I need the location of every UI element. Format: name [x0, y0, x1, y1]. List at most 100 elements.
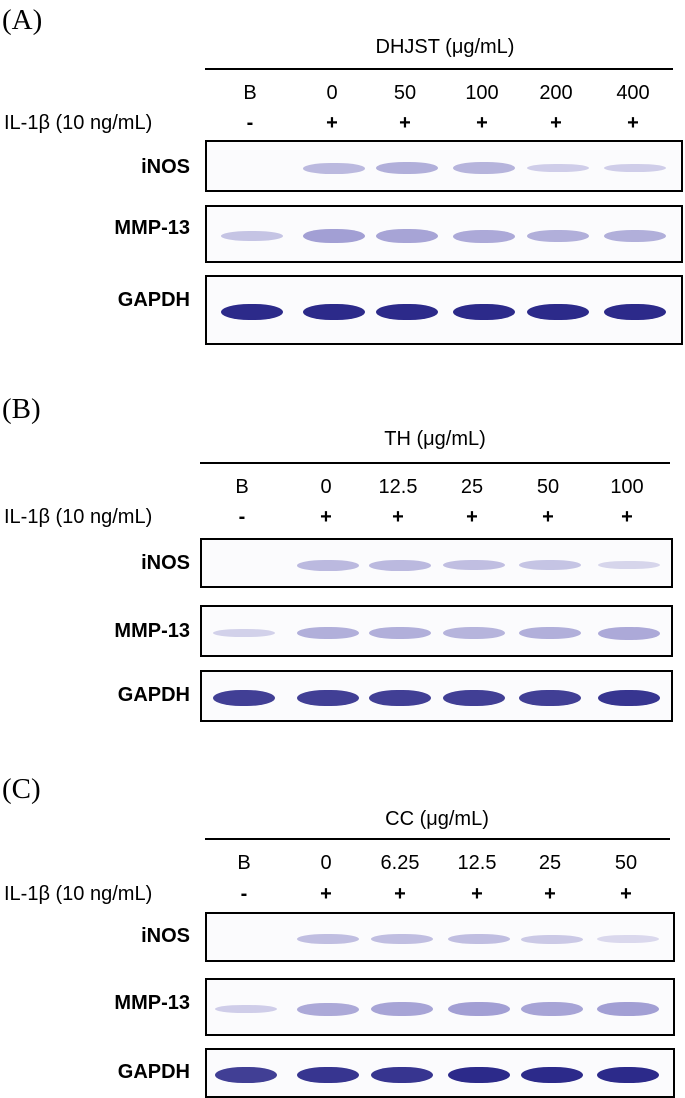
band — [376, 162, 438, 174]
blot-gapdh — [205, 1048, 675, 1098]
blot-label-mmp-13: MMP-13 — [114, 217, 190, 239]
treatment-line — [205, 68, 673, 70]
band — [527, 164, 589, 172]
blot-label-gapdh: GAPDH — [117, 684, 190, 706]
il-sign: + — [320, 883, 332, 905]
band — [297, 1067, 359, 1083]
band — [303, 304, 365, 320]
band — [369, 560, 431, 571]
il-sign: + — [394, 883, 406, 905]
blot-label-inos: iNOS — [141, 552, 190, 574]
treatment-line — [200, 462, 670, 464]
band — [303, 163, 365, 174]
blot-inos — [205, 140, 683, 192]
band — [527, 304, 589, 320]
band — [519, 627, 581, 639]
band — [297, 1003, 359, 1016]
il-sign: + — [476, 112, 488, 134]
blot-gapdh — [200, 670, 673, 722]
blot-mmp-13 — [205, 205, 683, 263]
blot-mmp-13 — [205, 978, 675, 1036]
band — [215, 1067, 277, 1083]
il-sign: + — [550, 112, 562, 134]
il-sign: + — [326, 112, 338, 134]
band — [448, 934, 510, 944]
band — [369, 690, 431, 706]
dose-label: B — [237, 852, 251, 874]
blot-label-inos: iNOS — [141, 925, 190, 947]
band — [371, 1002, 433, 1016]
band — [597, 1067, 659, 1083]
il-sign: + — [620, 883, 632, 905]
band — [297, 690, 359, 706]
band — [521, 935, 583, 944]
band — [598, 561, 660, 569]
dose-label: B — [243, 82, 257, 104]
il-sign: + — [399, 112, 411, 134]
dose-label: 100 — [465, 82, 499, 104]
band — [604, 230, 666, 242]
band — [443, 627, 505, 639]
band — [221, 231, 283, 241]
dose-label: 50 — [536, 476, 560, 498]
band — [303, 229, 365, 243]
dose-label: 200 — [539, 82, 573, 104]
band — [604, 164, 666, 172]
il-1b-label: IL-1β (10 ng/mL) — [4, 112, 153, 134]
dose-label: 0 — [320, 852, 332, 874]
dose-label: 25 — [538, 852, 562, 874]
band — [598, 690, 660, 706]
band — [221, 304, 283, 320]
dose-label: 50 — [393, 82, 417, 104]
dose-label: B — [235, 476, 249, 498]
band — [376, 304, 438, 320]
blot-label-gapdh: GAPDH — [117, 1061, 190, 1083]
band — [297, 627, 359, 639]
band — [519, 690, 581, 706]
blot-label-gapdh: GAPDH — [117, 289, 190, 311]
panel-label: (B) — [2, 393, 41, 425]
blot-gapdh — [205, 275, 683, 345]
dose-label: 25 — [460, 476, 484, 498]
treatment-title: CC (μg/mL) — [385, 808, 489, 830]
band — [527, 230, 589, 242]
treatment-title: DHJST (μg/mL) — [375, 36, 515, 58]
band — [598, 627, 660, 640]
il-1b-label: IL-1β (10 ng/mL) — [4, 506, 153, 528]
il-sign: + — [392, 506, 404, 528]
band — [215, 1005, 277, 1013]
il-sign: + — [627, 112, 639, 134]
band — [371, 1067, 433, 1083]
blot-inos — [205, 912, 675, 962]
band — [521, 1002, 583, 1016]
band — [519, 560, 581, 570]
dose-label: 12.5 — [457, 852, 497, 874]
blot-label-mmp-13: MMP-13 — [114, 992, 190, 1014]
il-sign: + — [466, 506, 478, 528]
il-1b-label: IL-1β (10 ng/mL) — [4, 883, 153, 905]
blot-label-inos: iNOS — [141, 156, 190, 178]
dose-label: 12.5 — [378, 476, 418, 498]
band — [597, 1002, 659, 1016]
band — [369, 627, 431, 639]
dose-label: 50 — [614, 852, 638, 874]
il-sign: + — [621, 506, 633, 528]
il-sign: - — [240, 883, 248, 905]
band — [443, 560, 505, 570]
panel-label: (A) — [2, 4, 43, 36]
panel-label: (C) — [2, 773, 41, 805]
band — [453, 162, 515, 174]
band — [604, 304, 666, 320]
dose-label: 0 — [326, 82, 338, 104]
band — [448, 1002, 510, 1016]
il-sign: + — [542, 506, 554, 528]
il-sign: + — [471, 883, 483, 905]
band — [443, 690, 505, 706]
dose-label: 0 — [320, 476, 332, 498]
treatment-title: TH (μg/mL) — [384, 428, 486, 450]
band — [453, 230, 515, 243]
band — [448, 1067, 510, 1083]
